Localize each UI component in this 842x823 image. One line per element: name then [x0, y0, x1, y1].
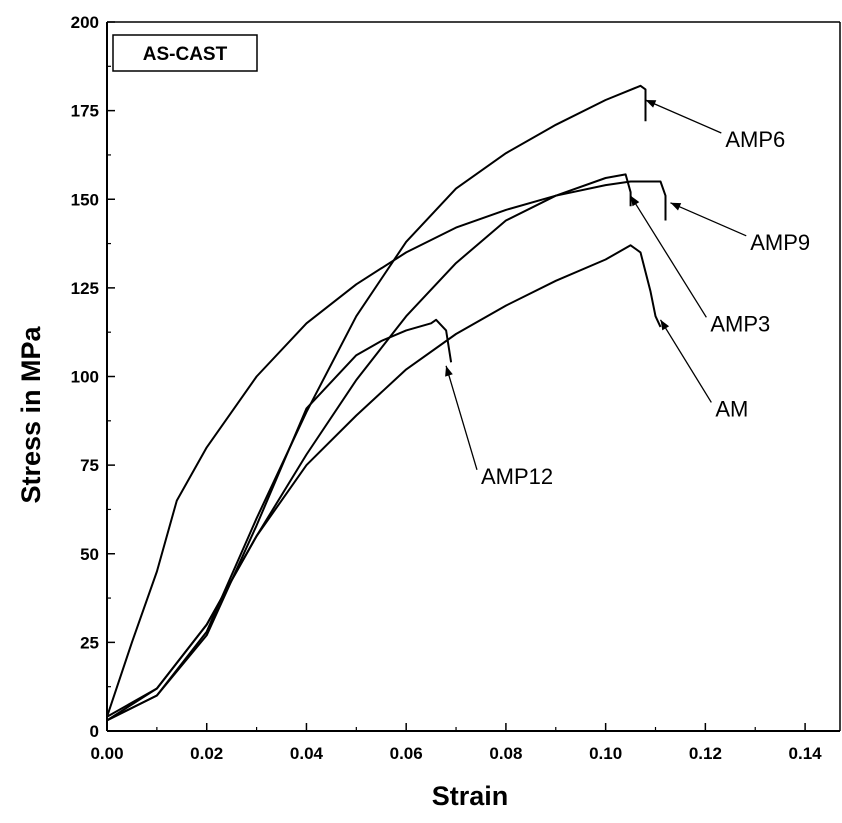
y-tick-label: 0 [90, 722, 99, 741]
x-tick-label: 0.02 [190, 744, 223, 763]
annotation-arrowhead-amp6 [645, 100, 657, 108]
y-tick-label: 50 [80, 545, 99, 564]
y-tick-label: 150 [71, 190, 99, 209]
annotation-arrowhead-amp12 [445, 365, 453, 377]
series-line-amp12 [106, 318, 453, 722]
series-line-amp3 [106, 173, 632, 722]
annotation-arrowhead-amp3 [630, 195, 640, 207]
x-tick-label: 0.00 [90, 744, 123, 763]
y-tick-label: 100 [71, 368, 99, 387]
annotation-arrowhead-amp9 [670, 202, 682, 211]
y-tick-label: 25 [80, 633, 99, 652]
annotation-arrow-line-amp3 [630, 195, 707, 318]
annotation-label-amp9: AMP9 [750, 230, 810, 255]
inset-label: AS-CAST [143, 44, 228, 65]
inset-label-box [112, 34, 258, 72]
annotation-label-amp3: AMP3 [710, 311, 770, 336]
x-tick-label: 0.14 [789, 744, 823, 763]
y-tick-label: 200 [71, 13, 99, 32]
annotation-arrow-line-am [659, 319, 712, 403]
annotation-label-am: AM [715, 396, 748, 421]
series-line-amp9 [106, 180, 667, 718]
y-tick-label: 125 [71, 279, 99, 298]
x-tick-label: 0.08 [489, 744, 522, 763]
annotation-arrow-line-amp9 [670, 202, 747, 237]
series-line-am [106, 244, 662, 718]
x-axis-title: Strain [432, 781, 509, 811]
annotation-label-amp6: AMP6 [725, 127, 785, 152]
y-tick-label: 75 [80, 456, 99, 475]
annotation-arrowhead-am [660, 319, 670, 331]
series-line-amp6 [106, 84, 647, 722]
x-tick-label: 0.06 [390, 744, 423, 763]
y-axis-title: Stress in MPa [16, 325, 46, 503]
x-tick-label: 0.04 [290, 744, 324, 763]
x-tick-label: 0.10 [589, 744, 622, 763]
annotation-label-amp12: AMP12 [481, 464, 553, 489]
y-tick-label: 175 [71, 102, 99, 121]
annotation-arrow-line-amp12 [445, 365, 478, 470]
x-tick-label: 0.12 [689, 744, 722, 763]
annotation-arrow-line-amp6 [645, 99, 722, 134]
